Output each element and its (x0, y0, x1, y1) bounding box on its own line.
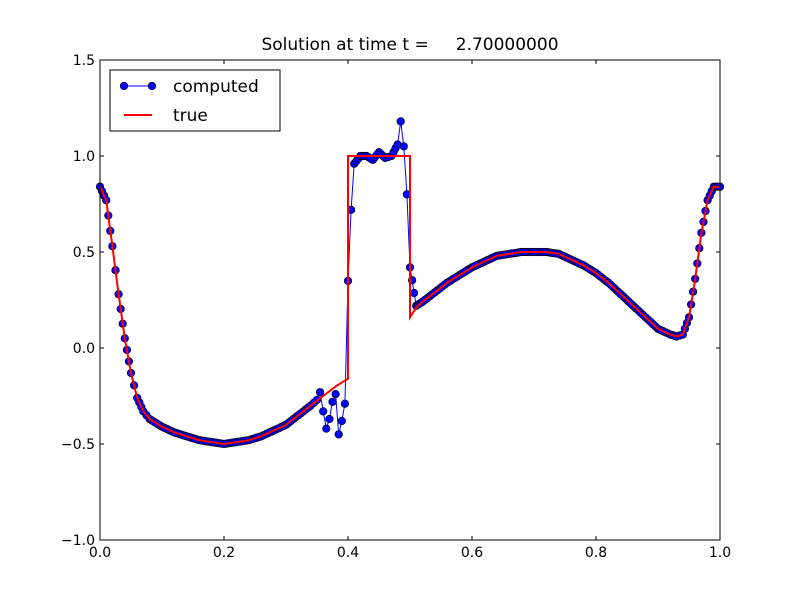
computed-point (334, 430, 343, 439)
y-tick-label: −1.0 (61, 533, 95, 549)
y-tick-label: 1.0 (73, 149, 95, 165)
computed-point (331, 390, 340, 399)
x-tick-label: 0.6 (461, 545, 483, 561)
x-tick-label: 0.8 (585, 545, 607, 561)
y-tick-label: 1.5 (73, 53, 95, 69)
x-tick-label: 0.4 (337, 545, 359, 561)
legend-box (109, 69, 281, 132)
y-tick-label: 0.5 (73, 245, 95, 261)
x-tick-label: 1.0 (709, 545, 731, 561)
axes: 0.0 0.2 0.4 0.6 0.8 1.0 −1.0 −0.5 0.0 0.5 1.0 1.5 (61, 53, 731, 561)
computed-point (410, 288, 419, 298)
x-tick-label: 0.2 (213, 545, 235, 561)
computed-point (319, 407, 328, 416)
plot-frame (99, 59, 721, 541)
y-tick-label: −0.5 (61, 437, 95, 453)
legend-computed-marker (147, 81, 157, 91)
legend-computed-marker (119, 81, 129, 91)
true-series (99, 155, 720, 446)
x-tick-label: 0.0 (89, 545, 111, 561)
legend-true-label: true (173, 106, 208, 126)
computed-point (337, 416, 346, 426)
computed-point (399, 142, 408, 151)
computed-point (322, 424, 331, 433)
legend-computed-label: computed (173, 77, 259, 97)
y-tick-label: 0.0 (73, 341, 95, 357)
computed-point (328, 397, 337, 406)
computed-point (316, 388, 325, 397)
computed-point (325, 414, 334, 424)
computed-point (396, 117, 405, 126)
chart-title: Solution at time t = 2.70000000 (261, 35, 559, 55)
true-line (99, 155, 720, 446)
legend: computed true (109, 69, 281, 132)
computed-point (340, 399, 350, 408)
